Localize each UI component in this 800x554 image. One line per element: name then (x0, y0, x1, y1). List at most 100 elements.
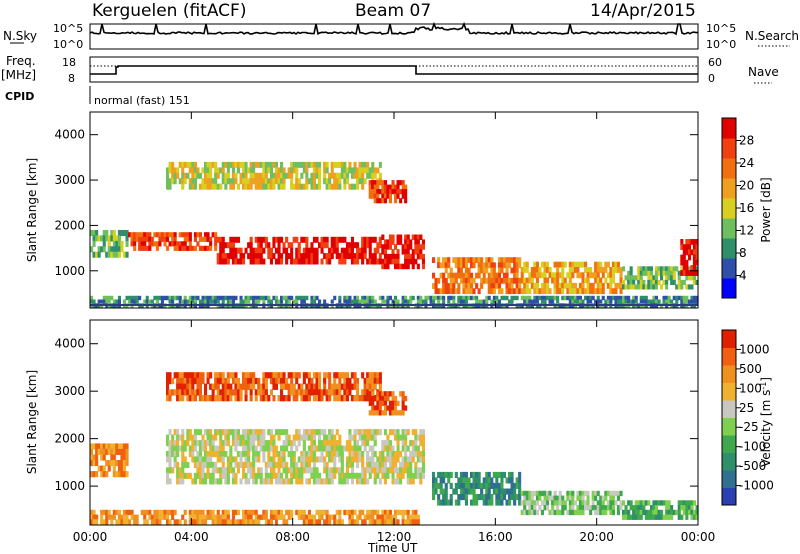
time-tick-6: 00:00 (681, 530, 716, 544)
nsky-series (89, 21, 699, 36)
power-heatmap (90, 161, 699, 308)
power-band-2 (216, 236, 382, 265)
cpid-label: CPID (5, 90, 34, 103)
cpid-text: normal (fast) 151 (94, 94, 190, 107)
velocity-colorbar-tick-7: -1000 (739, 479, 774, 493)
velocity-colorbar-label-exp: -1 (759, 382, 768, 390)
power-colorbar-tick-0: 28 (739, 134, 754, 148)
power-ytick-3: 1000 (54, 264, 85, 278)
power-colorbar-swatch-7 (722, 138, 736, 159)
velocity-colorbar-tick-4: -25 (739, 420, 759, 434)
velocity-colorbar-label: Velocity [m s-1] (759, 377, 773, 467)
power-band-8 (166, 161, 382, 190)
time-tick-4: 16:00 (478, 530, 513, 544)
velocity-band-5 (520, 490, 623, 516)
nsky-panel: N.Sky 10^5 10^0 10^5 10^0 N.Search (3, 21, 799, 51)
freq-series (90, 65, 698, 75)
power-band-4 (432, 257, 522, 295)
power-colorbar-swatch-2 (722, 238, 736, 259)
velocity-band-6 (622, 500, 699, 520)
time-tick-3: 12:00 (377, 530, 412, 544)
power-colorbar-tick-6: 4 (739, 269, 747, 283)
power-colorbar-label: Power [dB] (759, 177, 773, 242)
velocity-colorbar-tick-5: -100 (739, 440, 766, 454)
velocity-ytick-3: 1000 (54, 479, 85, 493)
power-band-7 (680, 239, 699, 276)
velocity-ylabel: Slant Range [km] (25, 370, 39, 474)
velocity-colorbar-swatch-2 (722, 452, 736, 471)
velocity-band-2 (166, 372, 382, 402)
velocity-colorbar-tick-2: 100 (739, 381, 762, 395)
freq-label-line1: Freq. (6, 54, 36, 68)
nsearch-tick-bottom: 10^0 (706, 38, 736, 51)
velocity-colorbar-swatch-1 (722, 470, 736, 488)
velocity-colorbar-label-main: Velocity [m s (759, 390, 773, 467)
velocity-colorbar-swatch-9 (722, 330, 736, 348)
velocity-colorbar-swatch-8 (722, 347, 736, 366)
velocity-band-4 (432, 471, 522, 506)
velocity-band-3 (368, 391, 408, 416)
station-title: Kerguelen (fitACF) (92, 1, 246, 21)
time-tick-5: 20:00 (579, 530, 614, 544)
power-colorbar-tick-5: 8 (739, 246, 747, 260)
velocity-colorbar-tick-1: 500 (739, 362, 762, 376)
velocity-colorbar-tick-6: -500 (739, 459, 766, 473)
nsearch-tick-top: 10^5 (706, 22, 736, 35)
nsky-tick-top: 10^5 (53, 22, 83, 35)
power-ytick-0: 4000 (54, 128, 85, 142)
freq-tick-top: 18 (62, 56, 76, 69)
power-colorbar-swatch-5 (722, 178, 736, 199)
velocity-colorbar-label-close: ] (759, 377, 773, 382)
velocity-colorbar-swatch-7 (722, 365, 736, 383)
freq-label-line2: [MHz] (1, 68, 36, 82)
power-colorbar: 28 24 20 16 12 8 4 (721, 117, 754, 299)
nave-label: Nave (748, 65, 779, 79)
power-band-9 (368, 180, 408, 204)
velocity-band-1 (166, 429, 425, 485)
power-colorbar-swatch-0 (722, 278, 736, 299)
cpid-row: CPID normal (fast) 151 (5, 86, 190, 107)
velocity-colorbar-swatch-0 (722, 487, 736, 506)
time-tick-1: 04:00 (174, 530, 209, 544)
power-colorbar-swatch-1 (722, 258, 736, 279)
power-colorbar-swatch-6 (722, 158, 736, 179)
power-ytick-2: 2000 (54, 218, 85, 232)
time-tick-0: 00:00 (73, 530, 108, 544)
power-colorbar-tick-3: 16 (739, 201, 754, 215)
velocity-colorbar-swatch-5 (722, 400, 736, 418)
velocity-band-0 (90, 443, 129, 478)
nave-tick-bottom: 0 (708, 72, 715, 85)
nsky-label: N.Sky (3, 29, 37, 43)
power-ytick-1: 3000 (54, 173, 85, 187)
velocity-ytick-1: 3000 (54, 384, 85, 398)
velocity-colorbar-swatch-6 (722, 382, 736, 401)
velocity-colorbar: 1000 500 100 25 -25 -100 -500 -1000 (721, 329, 774, 506)
power-colorbar-tick-4: 12 (739, 224, 754, 238)
power-colorbar-tick-2: 20 (739, 179, 754, 193)
velocity-colorbar-swatch-3 (722, 435, 736, 453)
power-band-1 (128, 232, 218, 251)
nsearch-label: N.Search (745, 29, 799, 43)
velocity-colorbar-tick-3: 25 (739, 401, 754, 415)
power-band-0 (90, 230, 129, 258)
nsky-tick-bottom: 10^0 (53, 38, 83, 51)
power-panel: 4000 3000 2000 1000 Slant Range [km] (25, 111, 699, 309)
freq-tick-bottom: 8 (68, 72, 75, 85)
date-title: 14/Apr/2015 (590, 1, 696, 21)
velocity-band-7 (90, 509, 420, 525)
power-colorbar-tick-1: 24 (739, 156, 754, 170)
velocity-panel: 4000 3000 2000 1000 Slant Range [km] (25, 319, 699, 526)
time-axis-label: Time UT (367, 541, 418, 554)
freq-panel: Freq. [MHz] 18 8 60 0 Nave (1, 54, 779, 85)
power-colorbar-swatch-8 (722, 118, 736, 139)
nave-tick-top: 60 (708, 56, 722, 69)
power-colorbar-swatch-4 (722, 198, 736, 219)
beam-title: Beam 07 (355, 1, 431, 21)
velocity-ytick-2: 2000 (54, 432, 85, 446)
power-ylabel: Slant Range [km] (25, 158, 39, 262)
velocity-colorbar-swatch-4 (722, 417, 736, 436)
velocity-ytick-0: 4000 (54, 337, 85, 351)
velocity-heatmap (90, 372, 699, 525)
velocity-colorbar-tick-0: 1000 (739, 342, 770, 356)
